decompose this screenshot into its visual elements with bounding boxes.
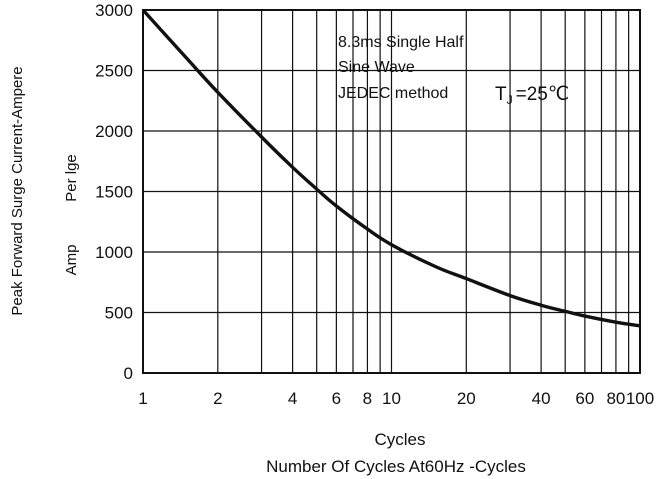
annotation-line-3: JEDEC method xyxy=(338,85,448,102)
x-tick-label: 2 xyxy=(213,389,222,408)
x-tick-label: 100 xyxy=(626,389,654,408)
y-tick-label: 3000 xyxy=(95,1,133,20)
x-tick-label: 4 xyxy=(288,389,297,408)
tick-labels: 0 500 1000 1500 2000 2500 3000 1 2 4 6 8 10 20 40 60 80 1… xyxy=(95,1,654,408)
y-tick-label: 1000 xyxy=(95,243,133,262)
y-axis-label-middle: Per lge xyxy=(63,154,80,202)
series-layer xyxy=(141,8,641,328)
x-axis-label-1: Cycles xyxy=(374,430,425,449)
plot-frame xyxy=(142,9,641,374)
annotation-line-1: 8.3ms Single Half xyxy=(338,34,464,51)
annotation-line-2: Sine Wave xyxy=(338,59,415,76)
y-tick-label: 500 xyxy=(105,304,133,323)
surge-current-curve xyxy=(141,8,641,328)
y-tick-label: 1500 xyxy=(95,183,133,202)
x-tick-label: 80 xyxy=(606,389,625,408)
y-tick-label: 2500 xyxy=(95,62,133,81)
x-tick-label: 8 xyxy=(363,389,372,408)
y-tick-label: 2000 xyxy=(95,122,133,141)
tj-symbol: T xyxy=(495,84,507,105)
x-tick-label: 40 xyxy=(532,389,551,408)
x-tick-label: 10 xyxy=(382,389,401,408)
y-tick-label: 0 xyxy=(124,364,133,383)
tj-subscript: J xyxy=(507,93,513,107)
x-tick-label: 6 xyxy=(332,389,341,408)
tj-value: =25℃ xyxy=(516,84,570,105)
y-axis-label-outer: Peak Forward Surge Current-Ampere xyxy=(9,66,26,315)
x-axis-label-2: Number Of Cycles At60Hz -Cycles xyxy=(266,457,526,476)
y-axis-label-inner: Amp xyxy=(63,245,80,276)
annotation-tj: TJ =25℃ xyxy=(495,84,569,107)
x-tick-label: 1 xyxy=(138,389,147,408)
x-tick-label: 60 xyxy=(575,389,594,408)
x-tick-label: 20 xyxy=(457,389,476,408)
